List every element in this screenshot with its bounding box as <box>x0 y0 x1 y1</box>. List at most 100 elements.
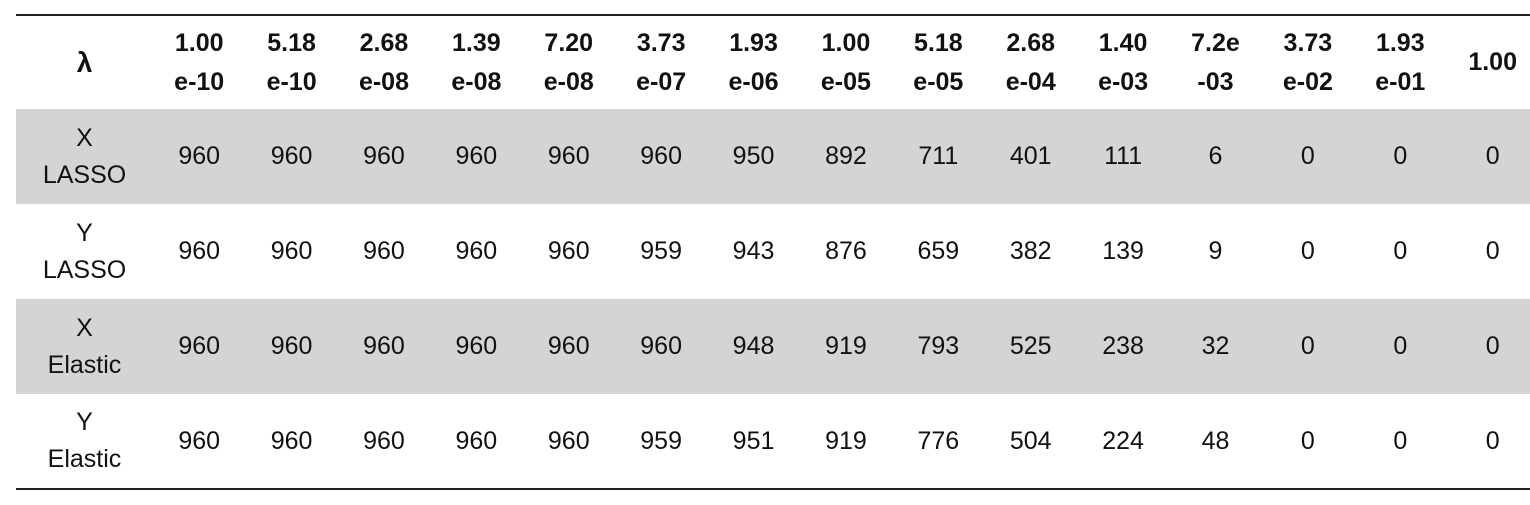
lambda-value-mantissa: 1.93 <box>1375 28 1425 57</box>
lambda-value-header: 1.00 e-10 <box>153 15 245 109</box>
lambda-value-header: 1.93 e-06 <box>707 15 799 109</box>
lambda-value-mantissa: 2.68 <box>1006 28 1056 57</box>
row-label-method: LASSO <box>42 255 127 284</box>
table-cell: 9 <box>1208 237 1223 265</box>
table-cell: 960 <box>363 426 405 455</box>
lambda-value-exponent: e-02 <box>1282 67 1333 96</box>
lambda-value-exponent: e-06 <box>728 67 779 96</box>
lambda-value-mantissa: 3.73 <box>636 28 686 57</box>
table-cell: 0 <box>1393 426 1408 455</box>
lambda-value-header: 2.68 e-08 <box>338 15 430 109</box>
table-cell: 951 <box>732 426 775 455</box>
lambda-value-header: 1.40 e-03 <box>1077 15 1169 109</box>
lambda-value-mantissa: 5.18 <box>913 28 963 57</box>
lambda-value-mantissa: 1.00 <box>174 28 224 57</box>
table-cell: 111 <box>1104 142 1143 170</box>
table-cell: 960 <box>547 332 590 360</box>
lambda-value-mantissa: 1.00 <box>821 28 871 57</box>
table-cell: 32 <box>1201 332 1230 360</box>
table-cell: 960 <box>455 332 498 360</box>
lambda-value-exponent: e-08 <box>543 67 594 96</box>
table-cell: 960 <box>363 142 405 170</box>
table-row: Y LASSO 960 960 960 960 960 959 943 876 659 382 139 9… <box>16 204 1530 299</box>
table-cell: 0 <box>1393 332 1408 360</box>
table-cell: 0 <box>1300 332 1315 360</box>
table-cell: 525 <box>1009 332 1052 360</box>
table-cell: 960 <box>270 142 313 170</box>
header-row: λ 1.00 e-10 5.18 e-10 2.68 e-08 1.39 e-08 7.20 e-… <box>16 15 1530 109</box>
table-cell: 6 <box>1208 142 1223 170</box>
table-cell: 960 <box>640 142 682 170</box>
row-label: Y LASSO <box>16 204 153 299</box>
row-label: X LASSO <box>16 109 153 204</box>
lambda-value-header: 3.73 e-07 <box>615 15 707 109</box>
table-cell: 876 <box>825 237 867 265</box>
table-cell: 960 <box>547 142 590 170</box>
table-cell: 0 <box>1485 332 1500 360</box>
lambda-value-mantissa: 5.18 <box>267 28 316 57</box>
table-cell: 139 <box>1102 237 1144 265</box>
table-cell: 48 <box>1201 426 1230 455</box>
lambda-value-header: 5.18 e-10 <box>245 15 337 109</box>
table-cell: 401 <box>1009 142 1052 170</box>
lambda-value-exponent: e-07 <box>636 67 687 96</box>
lambda-value-header: 1.00 e-05 <box>800 15 892 109</box>
table-cell: 960 <box>363 237 405 265</box>
table-cell: 960 <box>547 237 590 265</box>
table-cell: 960 <box>178 426 221 455</box>
table-cell: 0 <box>1485 237 1500 265</box>
row-label-variable: Y <box>76 408 93 436</box>
table-cell: 959 <box>640 426 682 455</box>
lambda-value-exponent: e-10 <box>266 67 317 96</box>
table-cell: 960 <box>178 332 221 360</box>
table-row: X LASSO 960 960 960 960 960 960 950 892 711 401 111 6… <box>16 109 1530 204</box>
table-cell: 0 <box>1393 237 1408 265</box>
row-label: Y Elastic <box>16 394 153 489</box>
table-cell: 960 <box>363 332 405 360</box>
table-cell: 0 <box>1485 426 1500 455</box>
lambda-value-exponent: e-08 <box>358 67 409 96</box>
table-cell: 960 <box>455 426 498 455</box>
row-label: X Elastic <box>16 299 153 394</box>
lambda-value-mantissa: 1.39 <box>452 28 501 57</box>
row-label-method: LASSO <box>42 160 127 189</box>
table-cell: 711 <box>918 142 959 170</box>
table-body: X LASSO 960 960 960 960 960 960 950 892 711 401 111 6… <box>16 109 1530 489</box>
lambda-value-header: 1.00 <box>1446 15 1530 109</box>
row-label-variable: X <box>76 123 93 152</box>
lambda-header: λ <box>76 47 93 78</box>
table-cell: 0 <box>1393 142 1408 170</box>
table-cell: 919 <box>825 426 867 455</box>
lambda-value-exponent: e-05 <box>820 67 871 96</box>
lambda-value-mantissa: 1.40 <box>1098 28 1148 57</box>
table-cell: 950 <box>732 142 775 170</box>
table-row: Y Elastic 960 960 960 960 960 959 951 919 776 504 22… <box>16 394 1530 489</box>
lambda-value-exponent: e-01 <box>1375 67 1426 96</box>
table-cell: 919 <box>825 332 867 360</box>
lambda-results-table: λ 1.00 e-10 5.18 e-10 2.68 e-08 1.39 e-08 7.20 e-… <box>16 14 1530 490</box>
table-cell: 224 <box>1102 426 1144 455</box>
table-cell: 960 <box>178 142 221 170</box>
row-label-variable: X <box>76 313 93 342</box>
table-cell: 0 <box>1300 142 1315 170</box>
table-cell: 959 <box>640 237 682 265</box>
table-cell: 943 <box>732 237 775 265</box>
table-row: X Elastic 960 960 960 960 960 960 948 919 793 525 23… <box>16 299 1530 394</box>
table-cell: 238 <box>1102 332 1144 360</box>
lambda-value-mantissa: 2.68 <box>359 28 409 57</box>
lambda-value-header: 7.2e -03 <box>1169 15 1261 109</box>
table-cell: 0 <box>1300 426 1315 455</box>
lambda-value-mantissa: 7.20 <box>544 28 594 57</box>
table-cell: 960 <box>178 237 221 265</box>
table-cell: 960 <box>455 237 498 265</box>
lambda-value-exponent: -03 <box>1197 67 1234 96</box>
lambda-value-mantissa: 3.73 <box>1283 28 1333 57</box>
lambda-value-exponent: e-08 <box>451 67 502 96</box>
table-cell: 776 <box>917 426 960 455</box>
lambda-value-exponent: e-03 <box>1098 67 1149 96</box>
table-cell: 948 <box>732 332 775 360</box>
lambda-value-mantissa: 7.2e <box>1191 28 1240 57</box>
row-label-variable: Y <box>76 218 93 247</box>
lambda-value-header: 3.73 e-02 <box>1262 15 1354 109</box>
table-cell: 960 <box>547 426 590 455</box>
